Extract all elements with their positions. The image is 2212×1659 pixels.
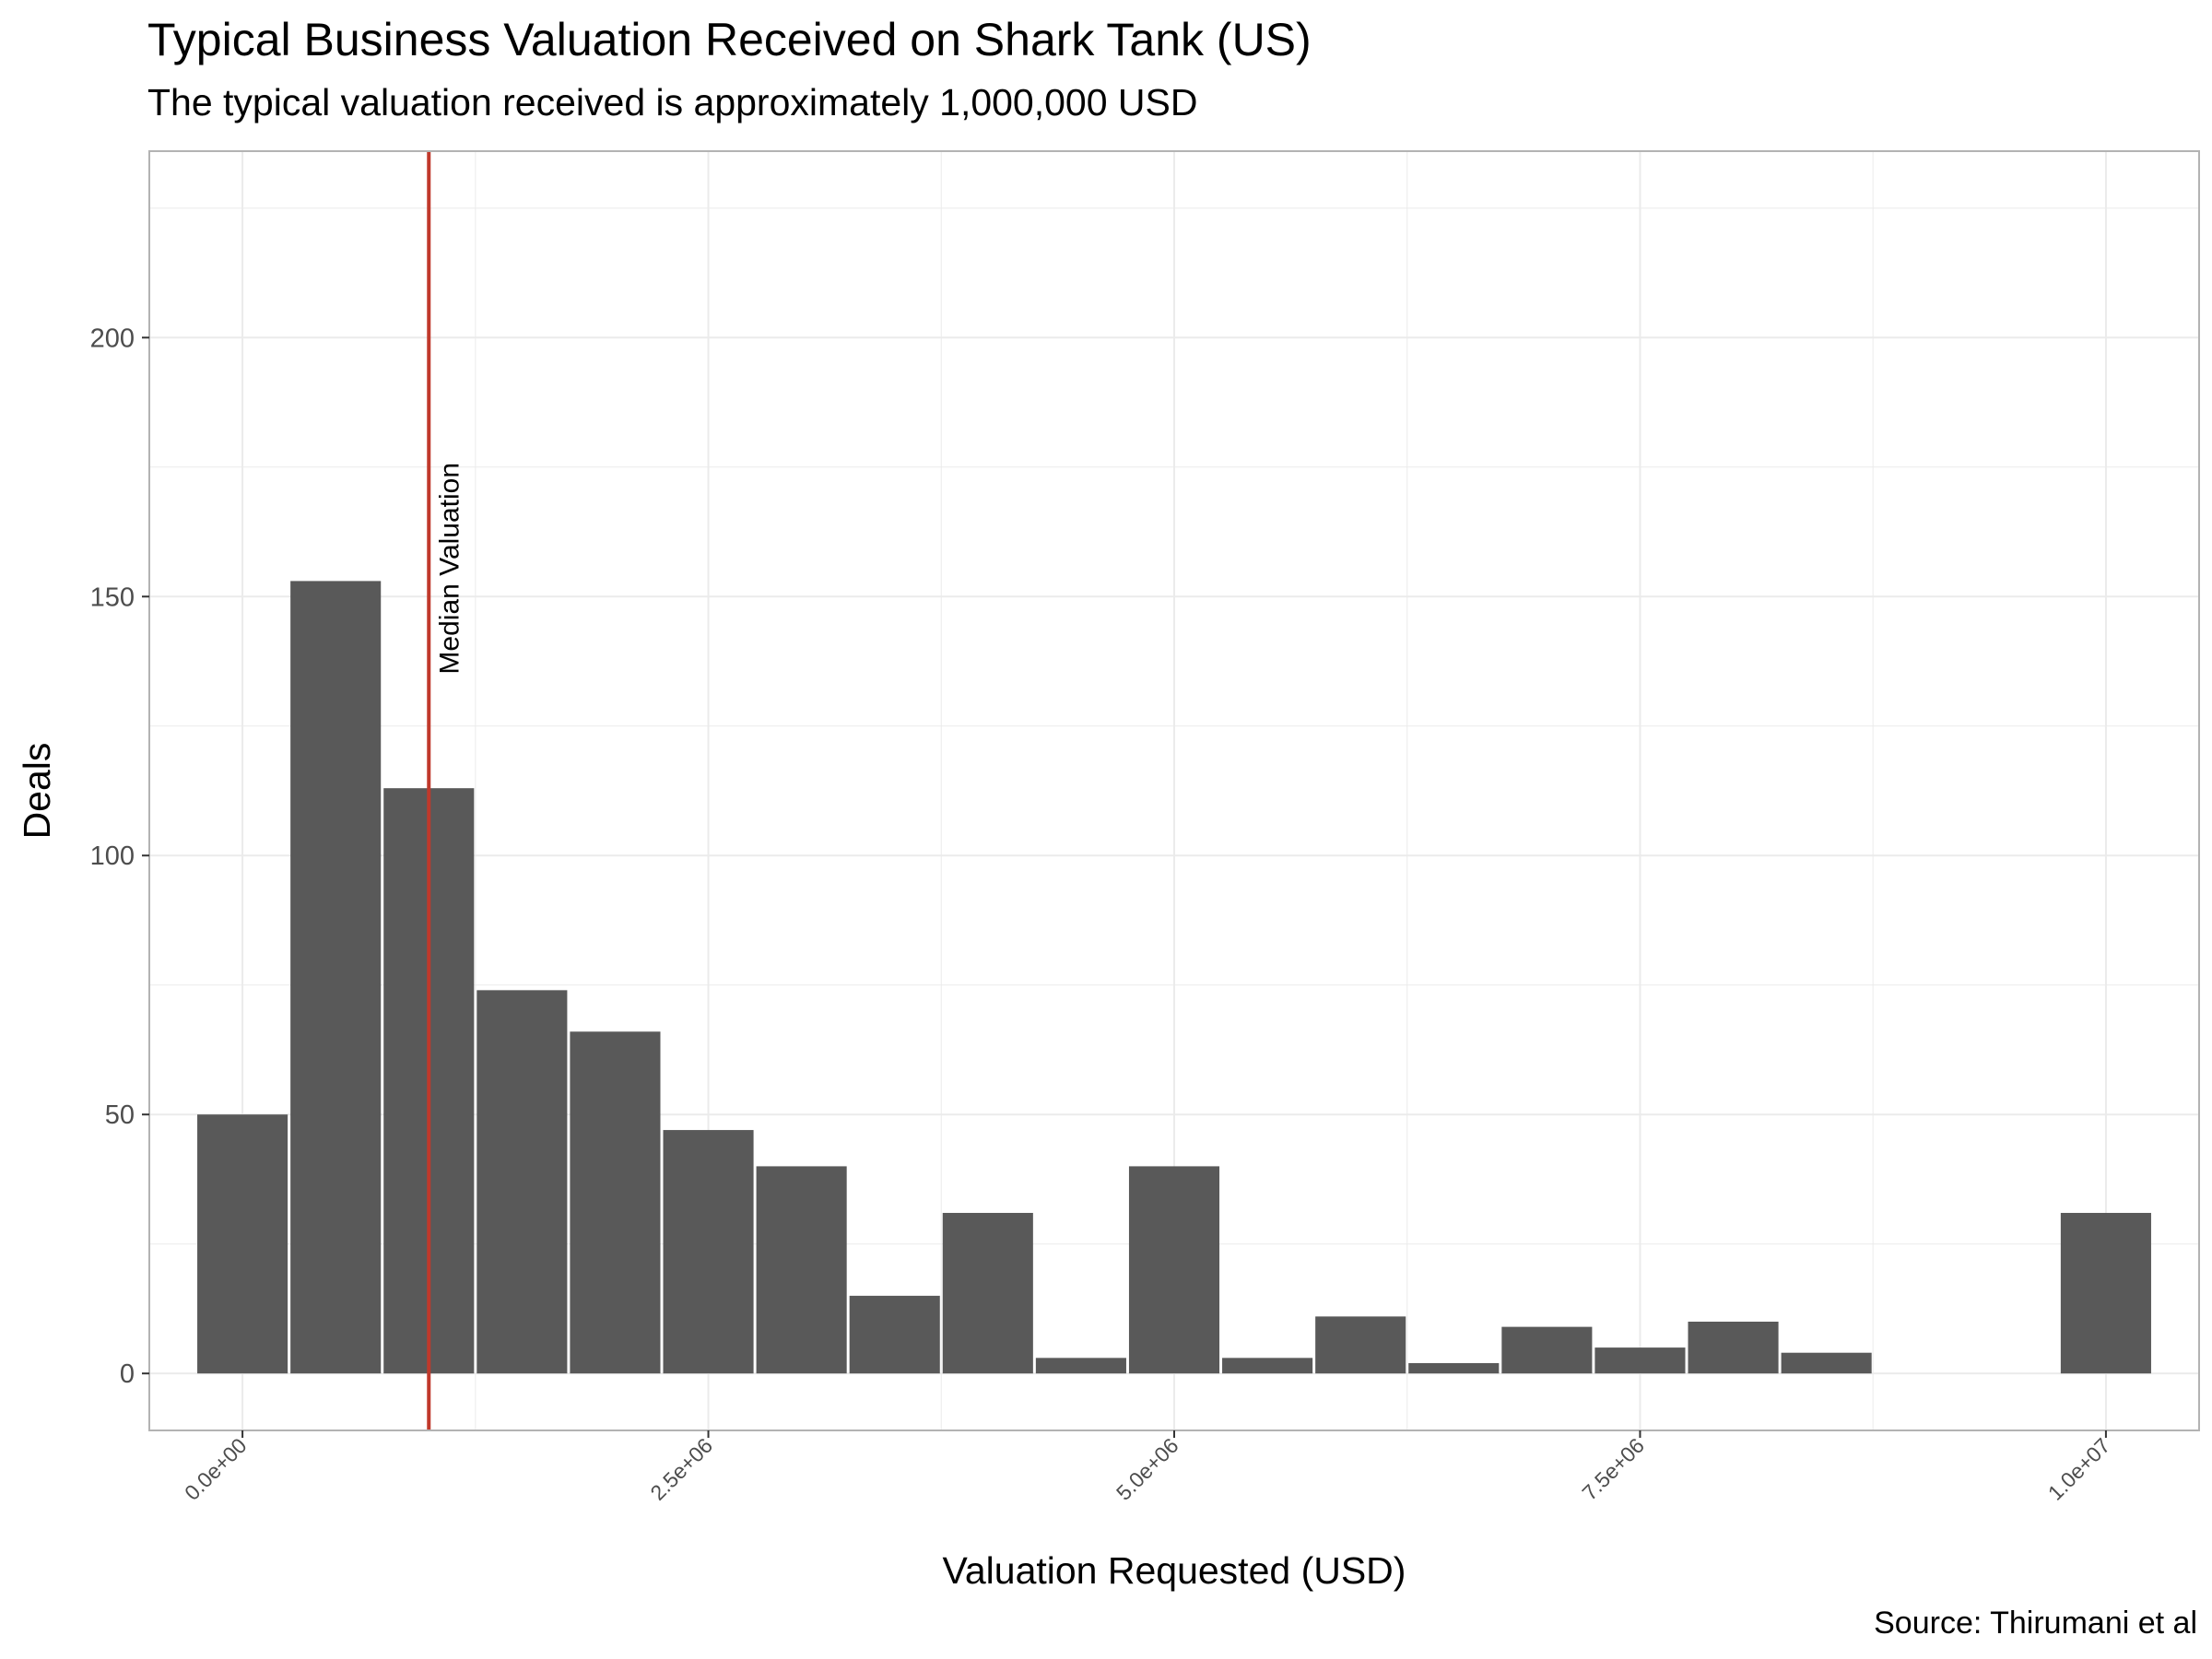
y-axis-title: Deals	[16, 743, 58, 840]
x-tick-label: 1.0e+07	[2043, 1433, 2115, 1505]
histogram-bar	[849, 1295, 940, 1374]
grid-lines	[149, 151, 2199, 1430]
histogram-bar	[1128, 1166, 1220, 1374]
median-label: Median Valuation	[434, 463, 465, 675]
histogram-bar	[1315, 1316, 1406, 1374]
histogram-bar	[1035, 1358, 1126, 1374]
y-tick-label: 0	[120, 1359, 135, 1389]
x-axis-ticks: 0.0e+00 2.5e+06 5.0e+06 7.5e+06 1.0e+07	[180, 1430, 2114, 1505]
histogram-bar	[1594, 1347, 1686, 1374]
x-tick-label: 7.5e+06	[1577, 1433, 1649, 1505]
x-axis-title: Valuation Requested (USD)	[943, 1549, 1406, 1592]
y-axis-ticks: 0 50 100 150 200	[90, 324, 149, 1389]
source-caption: Source: Thirumani et al	[1874, 1606, 2197, 1641]
x-tick-label: 5.0e+06	[1112, 1433, 1183, 1505]
x-tick-label: 0.0e+00	[180, 1433, 252, 1505]
histogram-bar	[1408, 1362, 1500, 1374]
y-tick-label: 150	[90, 582, 135, 612]
histogram-bar	[570, 1031, 661, 1374]
histogram-bar	[2060, 1212, 2151, 1374]
median-marker: Median Valuation	[427, 151, 465, 1430]
histogram-bar	[756, 1166, 847, 1374]
chart-title: Typical Business Valuation Received on S…	[147, 14, 1312, 65]
histogram-bar	[1781, 1352, 1872, 1374]
y-tick-label: 200	[90, 324, 135, 353]
histogram-bar	[1688, 1321, 1779, 1374]
y-tick-label: 50	[105, 1100, 135, 1130]
histogram-bar	[477, 990, 568, 1374]
histogram-bar	[1501, 1326, 1593, 1374]
histogram-bar	[1222, 1358, 1313, 1374]
histogram-bar	[290, 581, 382, 1374]
bars	[197, 581, 2151, 1374]
chart-subtitle: The typical valuation received is approx…	[147, 81, 1198, 124]
histogram-bar	[942, 1212, 1033, 1374]
histogram-bar	[663, 1130, 754, 1374]
histogram-bar	[197, 1114, 288, 1374]
y-tick-label: 100	[90, 841, 135, 871]
x-tick-label: 2.5e+06	[645, 1433, 717, 1505]
